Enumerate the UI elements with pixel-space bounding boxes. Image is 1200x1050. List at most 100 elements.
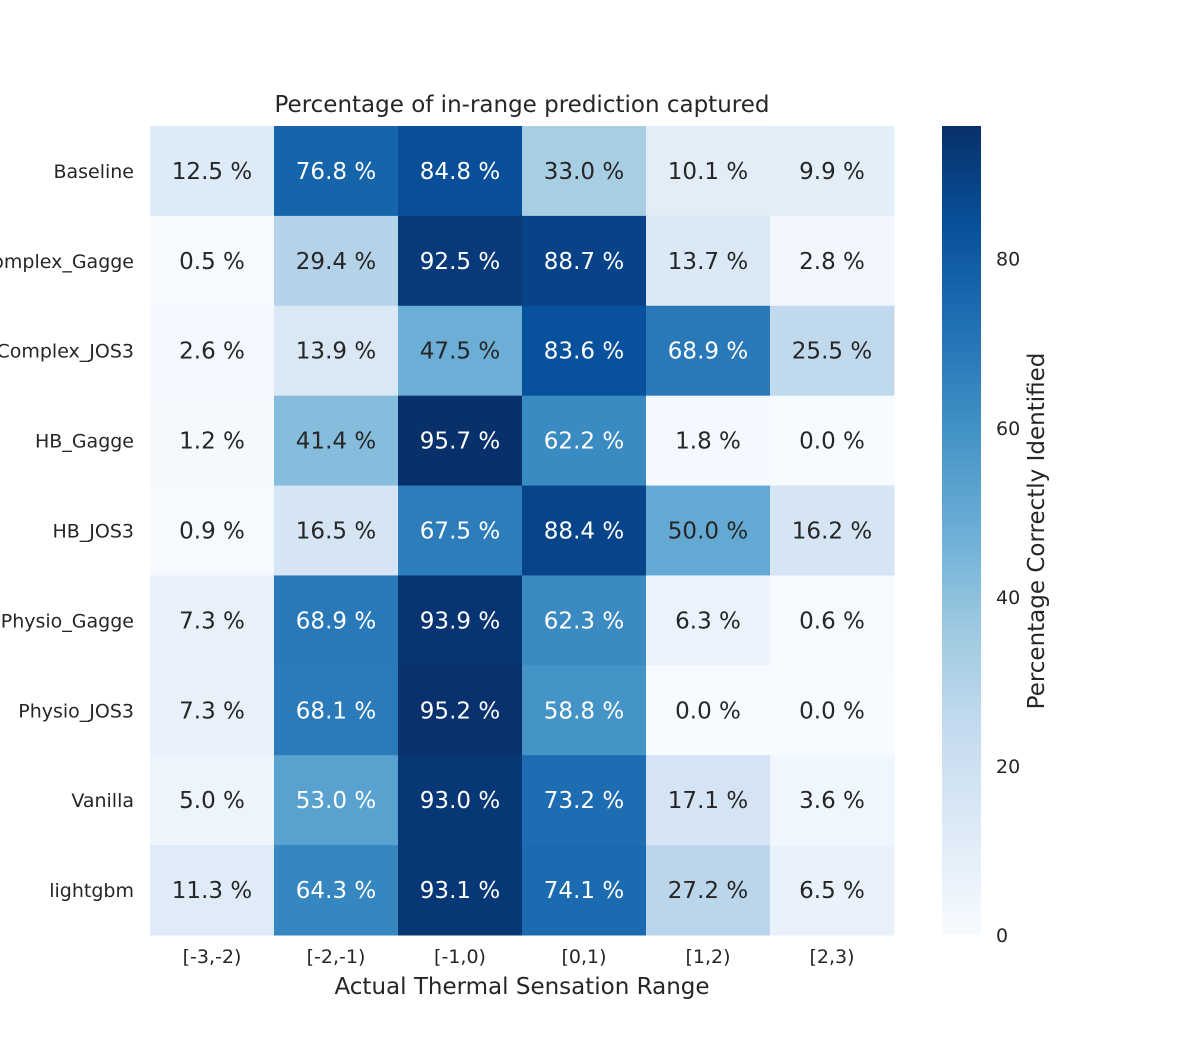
- heatmap-cell: [770, 395, 895, 487]
- heatmap-cell: [150, 665, 275, 756]
- y-tick-label: HB_Gagge: [35, 431, 134, 453]
- cell-value-label: 41.4 %: [296, 429, 376, 455]
- heatmap-cell: [646, 126, 771, 217]
- cell-value-label: 58.8 %: [544, 698, 624, 724]
- heatmap-cell: [646, 575, 771, 666]
- heatmap-cell: [398, 575, 523, 666]
- cell-value-label: 92.5 %: [420, 249, 500, 275]
- cell-value-label: 68.9 %: [668, 339, 748, 365]
- cell-value-label: 17.1 %: [668, 788, 748, 814]
- heatmap-cell: [150, 575, 275, 666]
- x-axis-label: Actual Thermal Sensation Range: [334, 974, 709, 1000]
- heatmap-cell: [398, 845, 523, 936]
- cell-value-label: 25.5 %: [792, 339, 872, 365]
- y-tick-label: lightgbm: [49, 880, 134, 902]
- heatmap-cell: [398, 215, 523, 307]
- heatmap-cell: [646, 215, 771, 307]
- heatmap-cell-labels: 12.5 % 76.8 % 84.8 % 33.0 % 10.1 % 9.9 % 0.5 %…: [172, 159, 872, 904]
- cell-value-label: 68.9 %: [296, 608, 376, 634]
- cell-value-label: 0.0 %: [675, 698, 741, 724]
- heatmap-cell: [150, 845, 275, 936]
- x-tick-label: [-1,0): [434, 946, 486, 968]
- colorbar-ticks: 0 20 40 60 80: [996, 249, 1020, 947]
- heatmap-cell: [522, 485, 647, 576]
- cell-value-label: 29.4 %: [296, 249, 376, 275]
- y-tick-label: Physio_Gagge: [1, 610, 134, 632]
- cell-value-label: 88.4 %: [544, 519, 624, 545]
- heatmap-cell: [770, 126, 895, 217]
- heatmap-cell: [522, 215, 647, 307]
- x-tick-label: [0,1): [561, 946, 606, 968]
- heatmap-cell: [274, 395, 399, 487]
- cell-value-label: 11.3 %: [172, 878, 252, 904]
- heatmap-cell: [522, 305, 647, 397]
- colorbar-tick-label: 0: [996, 925, 1008, 947]
- colorbar-tick-label: 80: [996, 249, 1020, 271]
- cell-value-label: 33.0 %: [544, 159, 624, 185]
- colorbar-label: Percentage Correctly Identified: [1024, 353, 1050, 710]
- heatmap-cell: [646, 485, 771, 576]
- colorbar-tick-label: 60: [996, 418, 1020, 440]
- y-tick-label: HB_JOS3: [52, 521, 134, 543]
- cell-value-label: 2.6 %: [179, 339, 245, 365]
- cell-value-label: 67.5 %: [420, 519, 500, 545]
- heatmap-cell: [398, 395, 523, 487]
- cell-value-label: 0.6 %: [799, 608, 865, 634]
- colorbar-tick-label: 20: [996, 756, 1020, 778]
- heatmap-cell: [646, 755, 771, 846]
- x-tick-labels: [-3,-2) [-2,-1) [-1,0) [0,1) [1,2) [2,3): [183, 946, 855, 968]
- cell-value-label: 64.3 %: [296, 878, 376, 904]
- heatmap-cell: [522, 395, 647, 487]
- heatmap-cell: [274, 485, 399, 576]
- heatmap-cell: [646, 665, 771, 756]
- cell-value-label: 93.9 %: [420, 608, 500, 634]
- cell-value-label: 68.1 %: [296, 698, 376, 724]
- cell-value-label: 93.1 %: [420, 878, 500, 904]
- heatmap-cell: [522, 755, 647, 846]
- chart-title: Percentage of in-range prediction captur…: [275, 92, 770, 118]
- heatmap-cell: [770, 845, 895, 936]
- y-tick-labels: Baseline omplex_Gagge Complex_JOS3 HB_Gagge…: [0, 161, 134, 902]
- cell-value-label: 84.8 %: [420, 159, 500, 185]
- heatmap-cell: [150, 126, 275, 217]
- cell-value-label: 53.0 %: [296, 788, 376, 814]
- x-tick-label: [-3,-2): [183, 946, 242, 968]
- heatmap-cell: [646, 845, 771, 936]
- cell-value-label: 1.2 %: [179, 429, 245, 455]
- heatmap-cell: [522, 845, 647, 936]
- cell-value-label: 27.2 %: [668, 878, 748, 904]
- heatmap-cell: [274, 575, 399, 666]
- heatmap-cell: [274, 845, 399, 936]
- cell-value-label: 12.5 %: [172, 159, 252, 185]
- cell-value-label: 0.0 %: [799, 698, 865, 724]
- heatmap-cell: [274, 126, 399, 217]
- heatmap-cell: [646, 395, 771, 487]
- heatmap-cell: [398, 126, 523, 217]
- heatmap-cell: [274, 665, 399, 756]
- cell-value-label: 47.5 %: [420, 339, 500, 365]
- cell-value-label: 76.8 %: [296, 159, 376, 185]
- y-tick-label: Baseline: [53, 161, 134, 183]
- heatmap-cell: [274, 755, 399, 846]
- cell-value-label: 2.8 %: [799, 249, 865, 275]
- cell-value-label: 83.6 %: [544, 339, 624, 365]
- colorbar: [942, 126, 981, 935]
- heatmap-cell: [274, 305, 399, 397]
- cell-value-label: 95.2 %: [420, 698, 500, 724]
- cell-value-label: 16.5 %: [296, 519, 376, 545]
- cell-value-label: 5.0 %: [179, 788, 245, 814]
- colorbar-tick-label: 40: [996, 587, 1020, 609]
- cell-value-label: 0.5 %: [179, 249, 245, 275]
- cell-value-label: 16.2 %: [792, 519, 872, 545]
- heatmap-cell: [274, 215, 399, 307]
- cell-value-label: 10.1 %: [668, 159, 748, 185]
- cell-value-label: 3.6 %: [799, 788, 865, 814]
- cell-value-label: 13.7 %: [668, 249, 748, 275]
- cell-value-label: 95.7 %: [420, 429, 500, 455]
- cell-value-label: 9.9 %: [799, 159, 865, 185]
- y-tick-label: omplex_Gagge: [0, 251, 134, 273]
- cell-value-label: 13.9 %: [296, 339, 376, 365]
- heatmap-cell: [522, 126, 647, 217]
- cell-value-label: 7.3 %: [179, 608, 245, 634]
